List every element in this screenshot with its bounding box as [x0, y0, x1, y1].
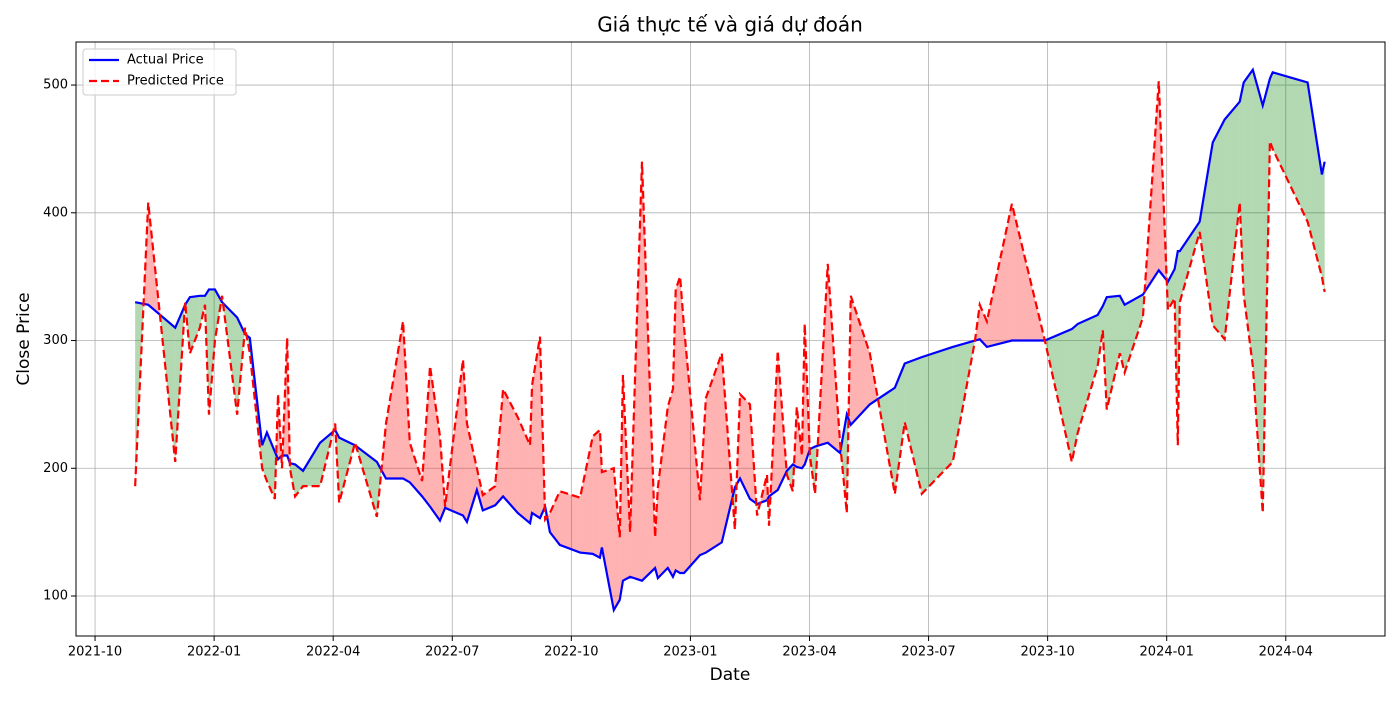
fill-between [1273, 72, 1308, 221]
fill-between [1322, 162, 1325, 292]
fill-between [593, 430, 600, 558]
fill-between [290, 463, 295, 496]
fill-between [518, 417, 530, 523]
x-tick-label: 2022-07 [425, 645, 479, 660]
x-tick-label: 2024-01 [1140, 645, 1194, 660]
fill-between [676, 277, 680, 573]
fill-between [190, 296, 200, 353]
plot-area [135, 70, 1325, 610]
fill-between [706, 353, 722, 552]
y-tick-label: 500 [43, 78, 68, 93]
fill-between [1270, 72, 1273, 149]
fill-between [987, 204, 1012, 347]
x-tick-label: 2022-01 [187, 645, 241, 660]
fill-between [1107, 296, 1120, 410]
fill-between [922, 347, 953, 494]
fill-between [1200, 143, 1213, 326]
fill-between [1213, 120, 1225, 340]
fill-between [463, 360, 467, 522]
plot-frame [76, 42, 1385, 636]
fill-between [851, 296, 870, 425]
x-tick-label: 2021-10 [68, 645, 122, 660]
y-tick-label: 400 [43, 205, 68, 220]
y-tick-label: 300 [43, 333, 68, 348]
series-line [135, 70, 1325, 610]
fill-between [503, 389, 518, 513]
x-tick-label: 2024-04 [1259, 645, 1313, 660]
fill-between [560, 491, 580, 552]
y-axis-label: Close Price [14, 292, 34, 385]
x-tick-label: 2023-10 [1020, 645, 1074, 660]
x-tick-label: 2023-01 [663, 645, 717, 660]
x-tick-label: 2022-04 [306, 645, 360, 660]
x-axis-label: Date [710, 665, 751, 685]
y-tick-label: 200 [43, 461, 68, 476]
fill-between [658, 407, 668, 578]
fill-between [532, 337, 540, 518]
fill-between [668, 389, 673, 577]
fill-between [303, 443, 320, 486]
fill-between [386, 321, 403, 478]
x-tick-label: 2023-04 [782, 645, 836, 660]
fill-between [1244, 70, 1253, 366]
x-tick-label: 2023-07 [901, 645, 955, 660]
fill-between [602, 468, 614, 610]
legend-label: Predicted Price [127, 74, 224, 89]
y-tick-label: 100 [43, 589, 68, 604]
fill-between [580, 436, 593, 554]
fill-between [1145, 81, 1159, 292]
fill-between [430, 366, 440, 521]
fill-between [1240, 82, 1244, 294]
x-tick-label: 2022-10 [544, 645, 598, 660]
fill-between [905, 357, 922, 494]
legend-label: Actual Price [127, 53, 204, 68]
chart-title: Giá thực tế và giá dự đoán [597, 13, 863, 37]
